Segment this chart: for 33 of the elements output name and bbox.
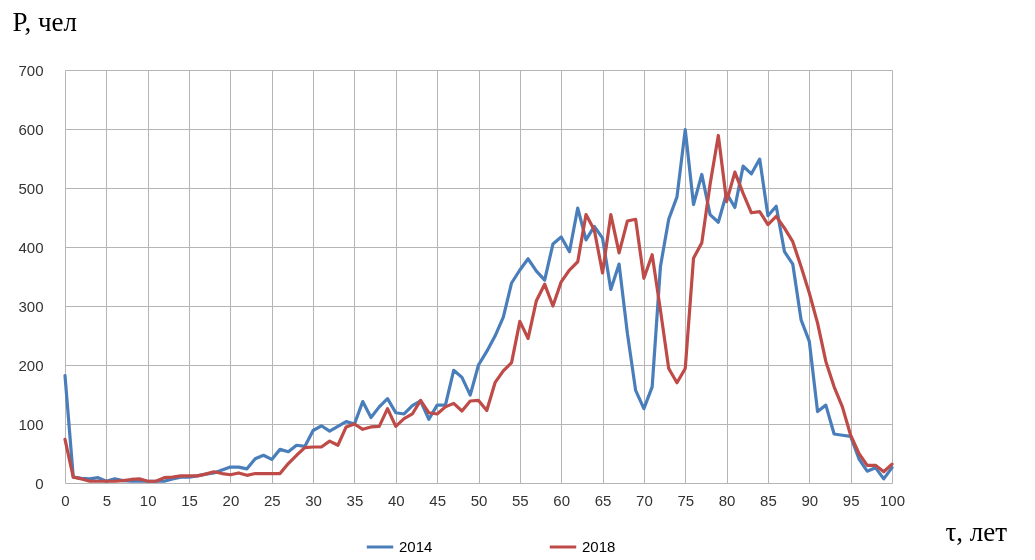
y-tick-label: 600 — [18, 120, 44, 138]
x-tick-label: 25 — [263, 491, 281, 509]
x-tick-label: 80 — [718, 491, 736, 509]
x-tick-label: 90 — [801, 491, 819, 509]
y-tick-label: 200 — [18, 356, 44, 374]
legend-label: 2014 — [399, 538, 433, 555]
x-tick-label: 65 — [594, 491, 612, 509]
y-tick-label: 400 — [18, 238, 44, 256]
x-tick-label: 0 — [61, 491, 70, 509]
x-tick-label: 45 — [429, 491, 446, 509]
x-tick-label: 75 — [677, 491, 695, 509]
x-axis-title: τ, лет — [945, 516, 1008, 547]
y-tick-label: 100 — [18, 415, 44, 433]
y-axis-title: P, чел — [12, 6, 78, 37]
x-tick-label: 70 — [636, 491, 653, 509]
x-tick-label: 85 — [760, 491, 777, 509]
y-tick-label: 0 — [35, 474, 44, 492]
x-tick-label: 20 — [222, 491, 240, 509]
x-tick-label: 40 — [387, 491, 405, 509]
y-tick-label: 300 — [18, 297, 44, 315]
legend-label: 2018 — [582, 538, 616, 555]
x-tick-label: 30 — [305, 491, 322, 509]
y-tick-label: 500 — [18, 179, 44, 197]
y-tick-label: 700 — [18, 61, 44, 79]
x-tick-label: 60 — [553, 491, 571, 509]
x-tick-label: 95 — [842, 491, 860, 509]
x-tick-label: 100 — [879, 491, 906, 509]
x-tick-label: 10 — [139, 491, 157, 509]
x-tick-label: 35 — [346, 491, 364, 509]
x-tick-label: 55 — [512, 491, 529, 509]
x-tick-label: 5 — [102, 491, 112, 509]
x-tick-label: 15 — [181, 491, 198, 509]
x-tick-label: 50 — [470, 491, 488, 509]
